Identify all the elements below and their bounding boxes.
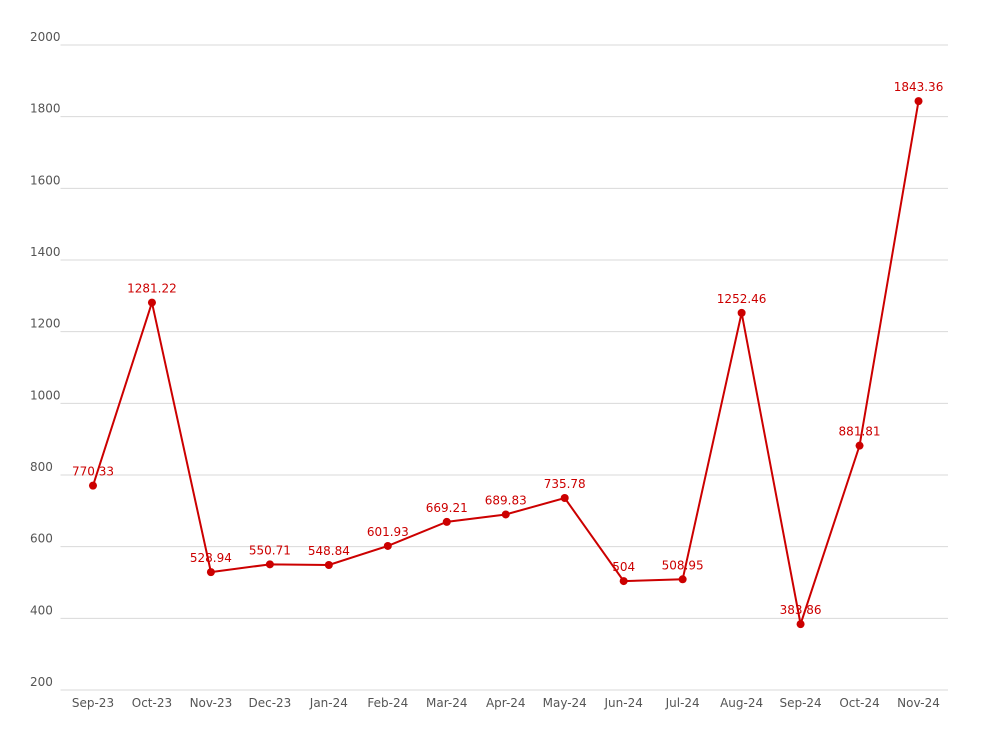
data-label: 1281.22 xyxy=(127,282,177,296)
x-tick-label: Apr-24 xyxy=(486,696,526,710)
x-tick-label: Mar-24 xyxy=(426,696,467,710)
point xyxy=(383,541,392,550)
y-tick-label: 1600 xyxy=(30,173,61,187)
data-label: 770.33 xyxy=(72,465,114,479)
x-tick-label: Sep-23 xyxy=(72,696,114,710)
data-label: 881.81 xyxy=(839,425,881,439)
point xyxy=(678,575,687,584)
data-label: 504 xyxy=(612,560,635,574)
x-tick-label: Sep-24 xyxy=(779,696,821,710)
x-tick-label: Nov-24 xyxy=(897,696,940,710)
y-tick-label: 1400 xyxy=(30,245,61,259)
point xyxy=(501,510,510,519)
point xyxy=(88,481,97,490)
data-label: 383.86 xyxy=(780,603,822,617)
point xyxy=(324,560,333,569)
x-tick-label: Oct-23 xyxy=(132,696,172,710)
point xyxy=(560,494,569,503)
data-label: 548.84 xyxy=(308,544,350,558)
data-label: 528.94 xyxy=(190,551,232,565)
x-tick-label: May-24 xyxy=(543,696,587,710)
point xyxy=(619,577,628,586)
y-tick-label: 200 xyxy=(30,675,53,689)
y-tick-label: 2000 xyxy=(30,30,61,44)
point xyxy=(206,568,215,577)
y-tick-label: 600 xyxy=(30,532,53,546)
point xyxy=(265,560,274,569)
y-tick-label: 1800 xyxy=(30,102,61,116)
data-label: 1843.36 xyxy=(894,80,944,94)
point xyxy=(796,620,805,629)
line xyxy=(92,100,920,629)
point xyxy=(914,97,923,106)
data-label: 689.83 xyxy=(485,493,527,507)
x-tick-label: Aug-24 xyxy=(720,696,763,710)
data-label: 735.78 xyxy=(544,477,586,491)
x-tick-label: Dec-23 xyxy=(248,696,291,710)
point xyxy=(442,517,451,526)
x-tick-label: Feb-24 xyxy=(367,696,408,710)
x-tick-label: Oct-24 xyxy=(839,696,879,710)
y-tick-label: 1200 xyxy=(30,317,61,331)
x-tick-label: Nov-23 xyxy=(190,696,233,710)
point xyxy=(855,441,864,450)
point xyxy=(147,298,156,307)
x-tick-label: Jul-24 xyxy=(665,696,700,710)
y-tick-label: 800 xyxy=(30,460,53,474)
data-label: 508.95 xyxy=(662,558,704,572)
y-tick-label: 1000 xyxy=(30,388,61,402)
point xyxy=(737,308,746,317)
data-label: 601.93 xyxy=(367,525,409,539)
data-label: 669.21 xyxy=(426,501,468,515)
data-label: 1252.46 xyxy=(717,292,767,306)
y-tick-label: 400 xyxy=(30,603,53,617)
x-tick-label: Jun-24 xyxy=(604,696,643,710)
data-label: 550.71 xyxy=(249,543,291,557)
x-tick-label: Jan-24 xyxy=(309,696,348,710)
